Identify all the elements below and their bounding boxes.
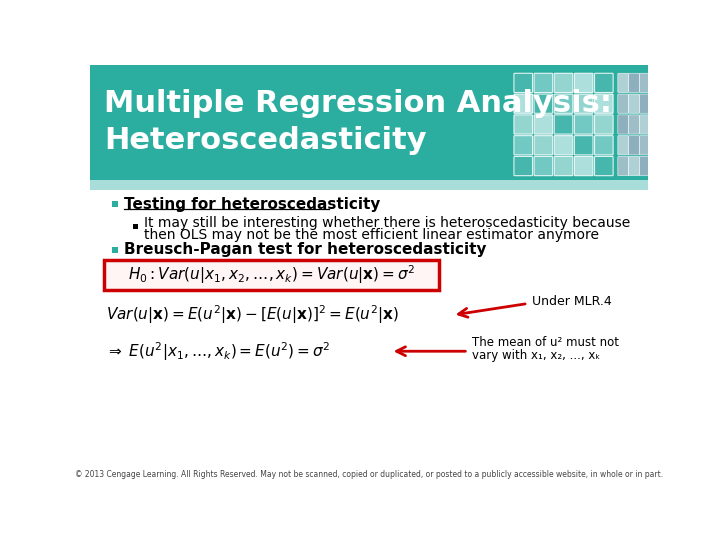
- FancyBboxPatch shape: [534, 157, 553, 176]
- FancyBboxPatch shape: [514, 115, 533, 134]
- FancyBboxPatch shape: [629, 136, 639, 155]
- Text: $Var(u|\mathbf{x}) = E(u^2|\mathbf{x}) - [E(u|\mathbf{x})]^2 = E(u^2|\mathbf{x}): $Var(u|\mathbf{x}) = E(u^2|\mathbf{x}) -…: [106, 303, 399, 326]
- FancyBboxPatch shape: [629, 94, 639, 113]
- FancyBboxPatch shape: [554, 157, 573, 176]
- Text: Testing for heteroscedasticity: Testing for heteroscedasticity: [124, 197, 380, 212]
- FancyBboxPatch shape: [639, 73, 650, 92]
- Text: $\Rightarrow\; E(u^2|x_1, \ldots, x_k) = E(u^2) = \sigma^2$: $\Rightarrow\; E(u^2|x_1, \ldots, x_k) =…: [106, 340, 330, 362]
- FancyBboxPatch shape: [629, 157, 639, 176]
- Text: Multiple Regression Analysis:: Multiple Regression Analysis:: [104, 89, 612, 118]
- Bar: [104, 260, 438, 289]
- FancyBboxPatch shape: [595, 115, 613, 134]
- FancyBboxPatch shape: [639, 136, 650, 155]
- FancyBboxPatch shape: [639, 115, 650, 134]
- Text: then OLS may not be the most efficient linear estimator anymore: then OLS may not be the most efficient l…: [144, 228, 599, 242]
- FancyBboxPatch shape: [575, 115, 593, 134]
- Text: It may still be interesting whether there is heteroscedasticity because: It may still be interesting whether ther…: [144, 215, 631, 230]
- FancyBboxPatch shape: [618, 94, 629, 113]
- FancyBboxPatch shape: [554, 94, 573, 113]
- Bar: [112, 247, 118, 253]
- FancyBboxPatch shape: [575, 136, 593, 155]
- Bar: [90, 180, 648, 190]
- FancyBboxPatch shape: [534, 73, 553, 92]
- FancyBboxPatch shape: [595, 157, 613, 176]
- FancyBboxPatch shape: [514, 73, 533, 92]
- FancyBboxPatch shape: [575, 73, 593, 92]
- FancyBboxPatch shape: [554, 73, 573, 92]
- FancyBboxPatch shape: [629, 73, 639, 92]
- Text: Breusch-Pagan test for heteroscedasticity: Breusch-Pagan test for heteroscedasticit…: [124, 242, 487, 257]
- Text: The mean of u² must not: The mean of u² must not: [472, 335, 619, 348]
- Text: $H_0 : Var(u|x_1, x_2, \ldots, x_k) = Var(u|\mathbf{x}) = \sigma^2$: $H_0 : Var(u|x_1, x_2, \ldots, x_k) = Va…: [127, 264, 415, 286]
- FancyBboxPatch shape: [595, 136, 613, 155]
- FancyBboxPatch shape: [554, 136, 573, 155]
- FancyBboxPatch shape: [575, 94, 593, 113]
- FancyBboxPatch shape: [639, 94, 650, 113]
- FancyBboxPatch shape: [618, 73, 629, 92]
- FancyBboxPatch shape: [595, 73, 613, 92]
- Bar: [90, 65, 648, 180]
- FancyBboxPatch shape: [514, 94, 533, 113]
- Text: vary with x₁, x₂, ..., xₖ: vary with x₁, x₂, ..., xₖ: [472, 349, 600, 362]
- FancyBboxPatch shape: [554, 115, 573, 134]
- FancyBboxPatch shape: [618, 157, 629, 176]
- FancyBboxPatch shape: [618, 136, 629, 155]
- FancyBboxPatch shape: [595, 94, 613, 113]
- FancyBboxPatch shape: [534, 115, 553, 134]
- FancyBboxPatch shape: [514, 157, 533, 176]
- Text: Heteroscedasticity: Heteroscedasticity: [104, 126, 426, 155]
- FancyBboxPatch shape: [514, 136, 533, 155]
- Text: © 2013 Cengage Learning. All Rights Reserved. May not be scanned, copied or dupl: © 2013 Cengage Learning. All Rights Rese…: [75, 470, 663, 479]
- Bar: [133, 224, 138, 229]
- FancyBboxPatch shape: [618, 115, 629, 134]
- Text: Under MLR.4: Under MLR.4: [532, 295, 611, 308]
- FancyBboxPatch shape: [534, 136, 553, 155]
- FancyBboxPatch shape: [534, 94, 553, 113]
- FancyBboxPatch shape: [575, 157, 593, 176]
- Bar: [112, 201, 118, 207]
- FancyBboxPatch shape: [629, 115, 639, 134]
- FancyBboxPatch shape: [639, 157, 650, 176]
